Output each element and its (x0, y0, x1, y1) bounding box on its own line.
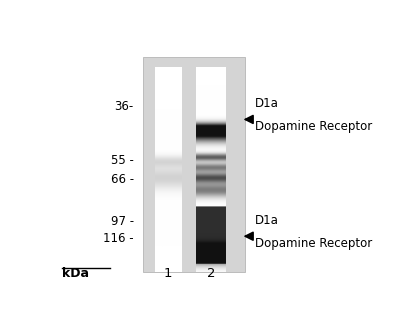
Text: 66 -: 66 - (110, 173, 134, 185)
Text: D1a: D1a (255, 97, 278, 110)
Bar (143, 58, 245, 271)
Text: 116 -: 116 - (103, 232, 134, 245)
Text: D1a: D1a (255, 214, 278, 227)
Text: 1: 1 (164, 267, 172, 280)
Text: Dopamine Receptor: Dopamine Receptor (255, 237, 372, 250)
Text: 55 -: 55 - (111, 154, 134, 167)
Text: 2: 2 (207, 267, 216, 280)
Text: 97 -: 97 - (110, 215, 134, 228)
Text: kDa: kDa (62, 267, 90, 280)
Text: 36-: 36- (114, 100, 134, 112)
Text: Dopamine Receptor: Dopamine Receptor (255, 120, 372, 133)
